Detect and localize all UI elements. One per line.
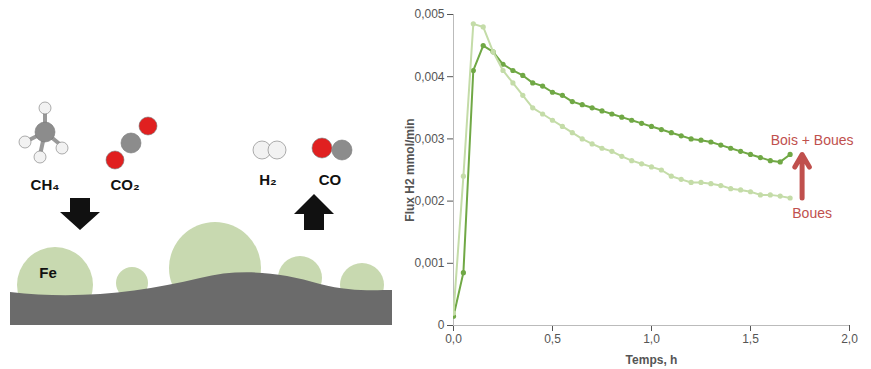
svg-text:CO: CO <box>319 171 342 188</box>
svg-text:CH₄: CH₄ <box>31 176 60 193</box>
svg-text:0,005: 0,005 <box>414 7 444 21</box>
svg-text:0,002: 0,002 <box>414 194 444 208</box>
svg-text:1,5: 1,5 <box>742 332 759 346</box>
svg-text:1,0: 1,0 <box>643 332 660 346</box>
svg-text:Boues: Boues <box>792 205 832 221</box>
svg-text:0,001: 0,001 <box>414 256 444 270</box>
svg-text:CO₂: CO₂ <box>110 176 139 193</box>
svg-text:0,004: 0,004 <box>414 70 444 84</box>
svg-text:Temps, h: Temps, h <box>626 353 678 367</box>
svg-text:2,0: 2,0 <box>841 332 858 346</box>
svg-text:0,0: 0,0 <box>445 332 462 346</box>
svg-text:0: 0 <box>438 318 445 332</box>
svg-text:0,003: 0,003 <box>414 132 444 146</box>
svg-text:Flux H2 mmol/min: Flux H2 mmol/min <box>403 118 417 221</box>
svg-text:Fe: Fe <box>39 264 57 281</box>
svg-text:0,5: 0,5 <box>544 332 561 346</box>
svg-text:H₂: H₂ <box>259 171 277 188</box>
svg-text:Bois + Boues: Bois + Boues <box>771 132 854 148</box>
